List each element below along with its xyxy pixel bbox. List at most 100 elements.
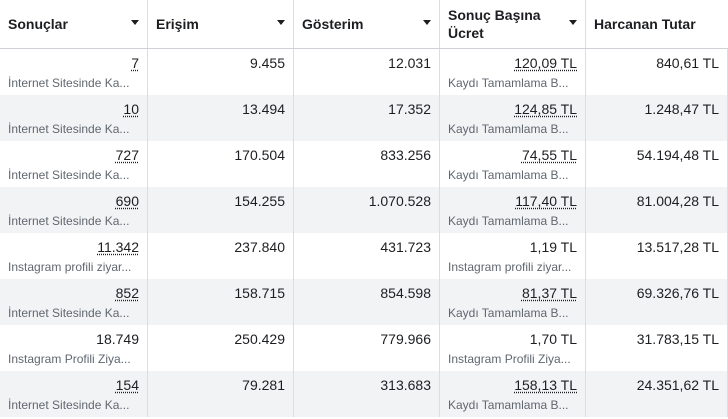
column-header-cost-per-result[interactable]: Sonuç Başına Ücret: [440, 0, 586, 48]
impressions-cell-value: 833.256: [380, 147, 431, 163]
impressions-cell: 1.070.528: [294, 187, 440, 233]
results-cell-caption: Instagram profili ziyar...: [8, 260, 132, 274]
impressions-cell-value: 1.070.528: [368, 193, 431, 209]
amount-spent-cell-value: 31.783,15 TL: [636, 331, 719, 347]
column-header-impressions[interactable]: Gösterim: [294, 0, 440, 48]
amount-spent-cell: 54.194,48 TL: [586, 141, 728, 187]
results-cell-caption: İnternet Sitesinde Ka...: [8, 398, 130, 412]
results-cell-value[interactable]: 852: [115, 285, 139, 301]
table-row: 690 İnternet Sitesinde Ka... 154.255 1.070.…: [0, 187, 728, 233]
impressions-cell: 431.723: [294, 233, 440, 279]
table-row: 154 İnternet Sitesinde Ka... 79.281 313.683…: [0, 371, 728, 417]
cost-per-result-cell-value: 1,70 TL: [529, 331, 577, 347]
column-header-reach[interactable]: Erişim: [148, 0, 294, 48]
results-cell-caption: İnternet Sitesinde Ka...: [8, 76, 130, 90]
results-cell: 727 İnternet Sitesinde Ka...: [0, 141, 148, 187]
reach-cell: 170.504: [148, 141, 294, 187]
results-cell-value[interactable]: 154: [115, 377, 139, 393]
reach-cell: 237.840: [148, 233, 294, 279]
cost-per-result-cell-caption: Instagram profili ziyar...: [448, 260, 572, 274]
impressions-cell: 833.256: [294, 141, 440, 187]
amount-spent-cell-value: 69.326,76 TL: [636, 285, 719, 301]
amount-spent-cell-value: 840,61 TL: [656, 55, 719, 71]
cost-per-result-cell: 81,37 TL Kaydı Tamamlama B...: [440, 279, 586, 325]
amount-spent-cell-value: 81.004,28 TL: [636, 193, 719, 209]
results-cell: 10 İnternet Sitesinde Ka...: [0, 95, 148, 141]
column-header-label: Sonuçlar: [8, 16, 68, 32]
table-row: 18.749 Instagram Profili Ziya... 250.429 77…: [0, 325, 728, 371]
impressions-cell: 313.683: [294, 371, 440, 417]
cost-per-result-cell-caption: Kaydı Tamamlama B...: [448, 122, 569, 136]
results-cell-value[interactable]: 7: [131, 55, 139, 71]
impressions-cell-value: 17.352: [388, 101, 431, 117]
reach-cell-value: 170.504: [234, 147, 285, 163]
cost-per-result-cell-value[interactable]: 117,40 TL: [515, 193, 577, 209]
cost-per-result-cell-caption: Kaydı Tamamlama B...: [448, 168, 569, 182]
table-row: 11.342 Instagram profili ziyar... 237.840 4…: [0, 233, 728, 279]
cost-per-result-cell: 120,09 TL Kaydı Tamamlama B...: [440, 49, 586, 95]
cost-per-result-cell-value[interactable]: 158,13 TL: [514, 377, 577, 393]
amount-spent-cell: 1.248,47 TL: [586, 95, 728, 141]
column-header-label: Erişim: [156, 16, 199, 32]
table-row: 7 İnternet Sitesinde Ka... 9.455 12.031 120,…: [0, 49, 728, 95]
cost-per-result-cell: 158,13 TL Kaydı Tamamlama B...: [440, 371, 586, 417]
impressions-cell: 854.598: [294, 279, 440, 325]
amount-spent-cell: 24.351,62 TL: [586, 371, 728, 417]
results-cell-caption: İnternet Sitesinde Ka...: [8, 122, 130, 136]
reach-cell: 250.429: [148, 325, 294, 371]
reach-cell-value: 79.281: [242, 377, 285, 393]
impressions-cell-value: 431.723: [380, 239, 431, 255]
cost-per-result-cell-value[interactable]: 120,09 TL: [514, 55, 577, 71]
results-cell-caption: İnternet Sitesinde Ka...: [8, 214, 130, 228]
column-header-results[interactable]: Sonuçlar: [0, 0, 148, 48]
reach-cell: 13.494: [148, 95, 294, 141]
table-row: 727 İnternet Sitesinde Ka... 170.504 833.25…: [0, 141, 728, 187]
reach-cell-value: 250.429: [234, 331, 285, 347]
impressions-cell-value: 313.683: [380, 377, 431, 393]
sort-caret-icon[interactable]: [423, 20, 431, 25]
amount-spent-cell: 840,61 TL: [586, 49, 728, 95]
cost-per-result-cell-value: 1,19 TL: [529, 239, 577, 255]
sort-caret-icon[interactable]: [131, 20, 139, 25]
results-cell: 7 İnternet Sitesinde Ka...: [0, 49, 148, 95]
sort-caret-icon[interactable]: [277, 20, 285, 25]
cost-per-result-cell: 124,85 TL Kaydı Tamamlama B...: [440, 95, 586, 141]
reach-cell-value: 13.494: [242, 101, 285, 117]
results-cell-caption: İnternet Sitesinde Ka...: [8, 306, 130, 320]
cost-per-result-cell-caption: Instagram Profili Ziya...: [448, 352, 571, 366]
results-cell-value[interactable]: 690: [115, 193, 139, 209]
amount-spent-cell: 13.517,28 TL: [586, 233, 728, 279]
column-header-label: Gösterim: [302, 16, 364, 32]
amount-spent-cell: 31.783,15 TL: [586, 325, 728, 371]
table-header: Sonuçlar Erişim Gösterim Sonuç Başına Üc…: [0, 0, 728, 49]
results-cell-value[interactable]: 727: [115, 147, 139, 163]
impressions-cell-value: 779.966: [380, 331, 431, 347]
cost-per-result-cell-caption: Kaydı Tamamlama B...: [448, 306, 569, 320]
cost-per-result-cell-value[interactable]: 81,37 TL: [521, 285, 577, 301]
cost-per-result-cell-value[interactable]: 124,85 TL: [514, 101, 577, 117]
cost-per-result-cell: 1,70 TL Instagram Profili Ziya...: [440, 325, 586, 371]
impressions-cell: 17.352: [294, 95, 440, 141]
amount-spent-cell-value: 54.194,48 TL: [636, 147, 719, 163]
column-header-label: Sonuç Başına Ücret: [448, 7, 541, 41]
results-cell-value: 18.749: [96, 331, 139, 347]
impressions-cell-value: 854.598: [380, 285, 431, 301]
results-cell-value[interactable]: 10: [123, 101, 139, 117]
cost-per-result-cell-value[interactable]: 74,55 TL: [521, 147, 577, 163]
sort-caret-icon[interactable]: [569, 20, 577, 25]
results-cell-value[interactable]: 11.342: [97, 239, 139, 255]
impressions-cell: 779.966: [294, 325, 440, 371]
column-header-amount-spent[interactable]: Harcanan Tutar: [586, 0, 728, 48]
reach-cell-value: 158.715: [234, 285, 285, 301]
impressions-cell: 12.031: [294, 49, 440, 95]
reach-cell: 158.715: [148, 279, 294, 325]
impressions-cell-value: 12.031: [388, 55, 431, 71]
results-cell-caption: Instagram Profili Ziya...: [8, 352, 131, 366]
results-cell: 18.749 Instagram Profili Ziya...: [0, 325, 148, 371]
amount-spent-cell-value: 1.248,47 TL: [644, 101, 719, 117]
reach-cell-value: 9.455: [249, 55, 285, 71]
reach-cell: 79.281: [148, 371, 294, 417]
results-cell: 852 İnternet Sitesinde Ka...: [0, 279, 148, 325]
results-cell: 154 İnternet Sitesinde Ka...: [0, 371, 148, 417]
